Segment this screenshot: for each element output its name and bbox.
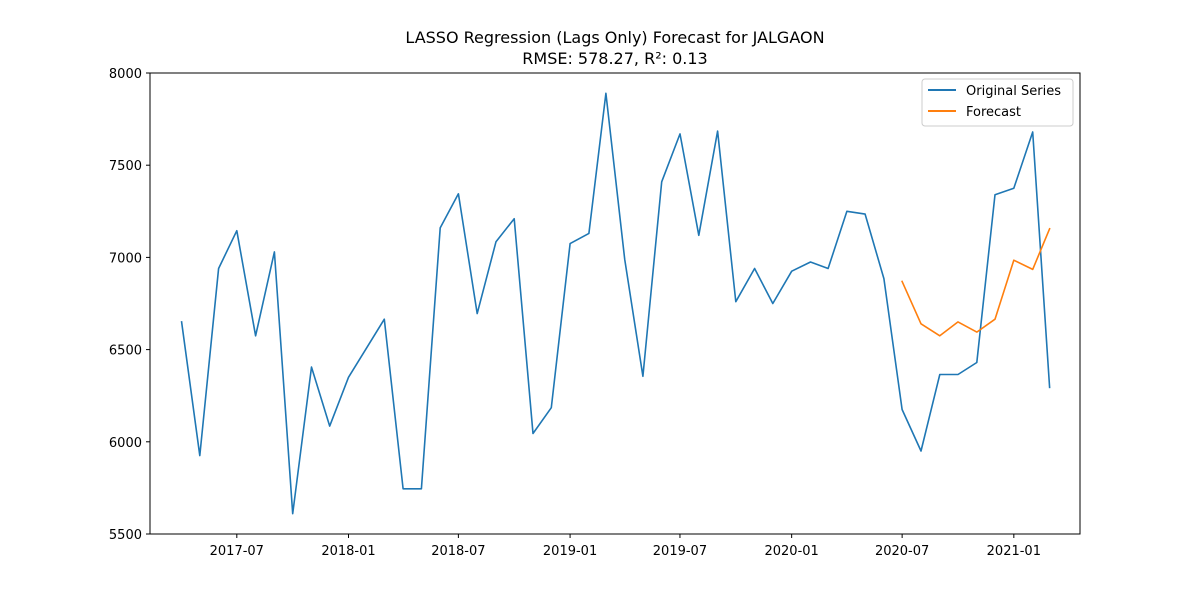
y-tick-label: 8000 <box>109 67 142 82</box>
x-tick-label: 2020-07 <box>875 544 929 559</box>
y-tick-label: 7500 <box>109 159 142 174</box>
x-tick-label: 2021-01 <box>987 544 1041 559</box>
y-tick-label: 6000 <box>109 436 142 451</box>
x-tick-label: 2019-01 <box>543 544 597 559</box>
x-tick-label: 2019-07 <box>653 544 707 559</box>
chart-title: LASSO Regression (Lags Only) Forecast fo… <box>405 28 824 47</box>
chart-subtitle: RMSE: 578.27, R²: 0.13 <box>522 49 707 68</box>
x-tick-label: 2018-01 <box>321 544 375 559</box>
legend-box <box>921 78 1074 127</box>
x-tick-label: 2018-07 <box>431 544 485 559</box>
series-layer <box>180 92 1051 515</box>
legend-label-forecast: Forecast <box>966 105 1021 120</box>
forecast-series-line <box>901 227 1051 337</box>
y-tick-label: 5500 <box>109 528 142 543</box>
x-tick-label: 2017-07 <box>210 544 264 559</box>
x-axis: 2017-07 2018-01 2018-07 2019-01 2019-07 2020-… <box>210 534 1041 559</box>
plot-frame <box>149 72 1081 535</box>
y-axis: 5500 6000 6500 7000 7500 8000 <box>109 67 150 543</box>
legend-label-original: Original Series <box>966 84 1061 99</box>
original-series-line <box>180 92 1051 515</box>
y-tick-label: 7000 <box>109 251 142 266</box>
y-tick-label: 6500 <box>109 344 142 359</box>
x-tick-label: 2020-01 <box>764 544 818 559</box>
legend: Original Series Forecast <box>921 78 1074 127</box>
